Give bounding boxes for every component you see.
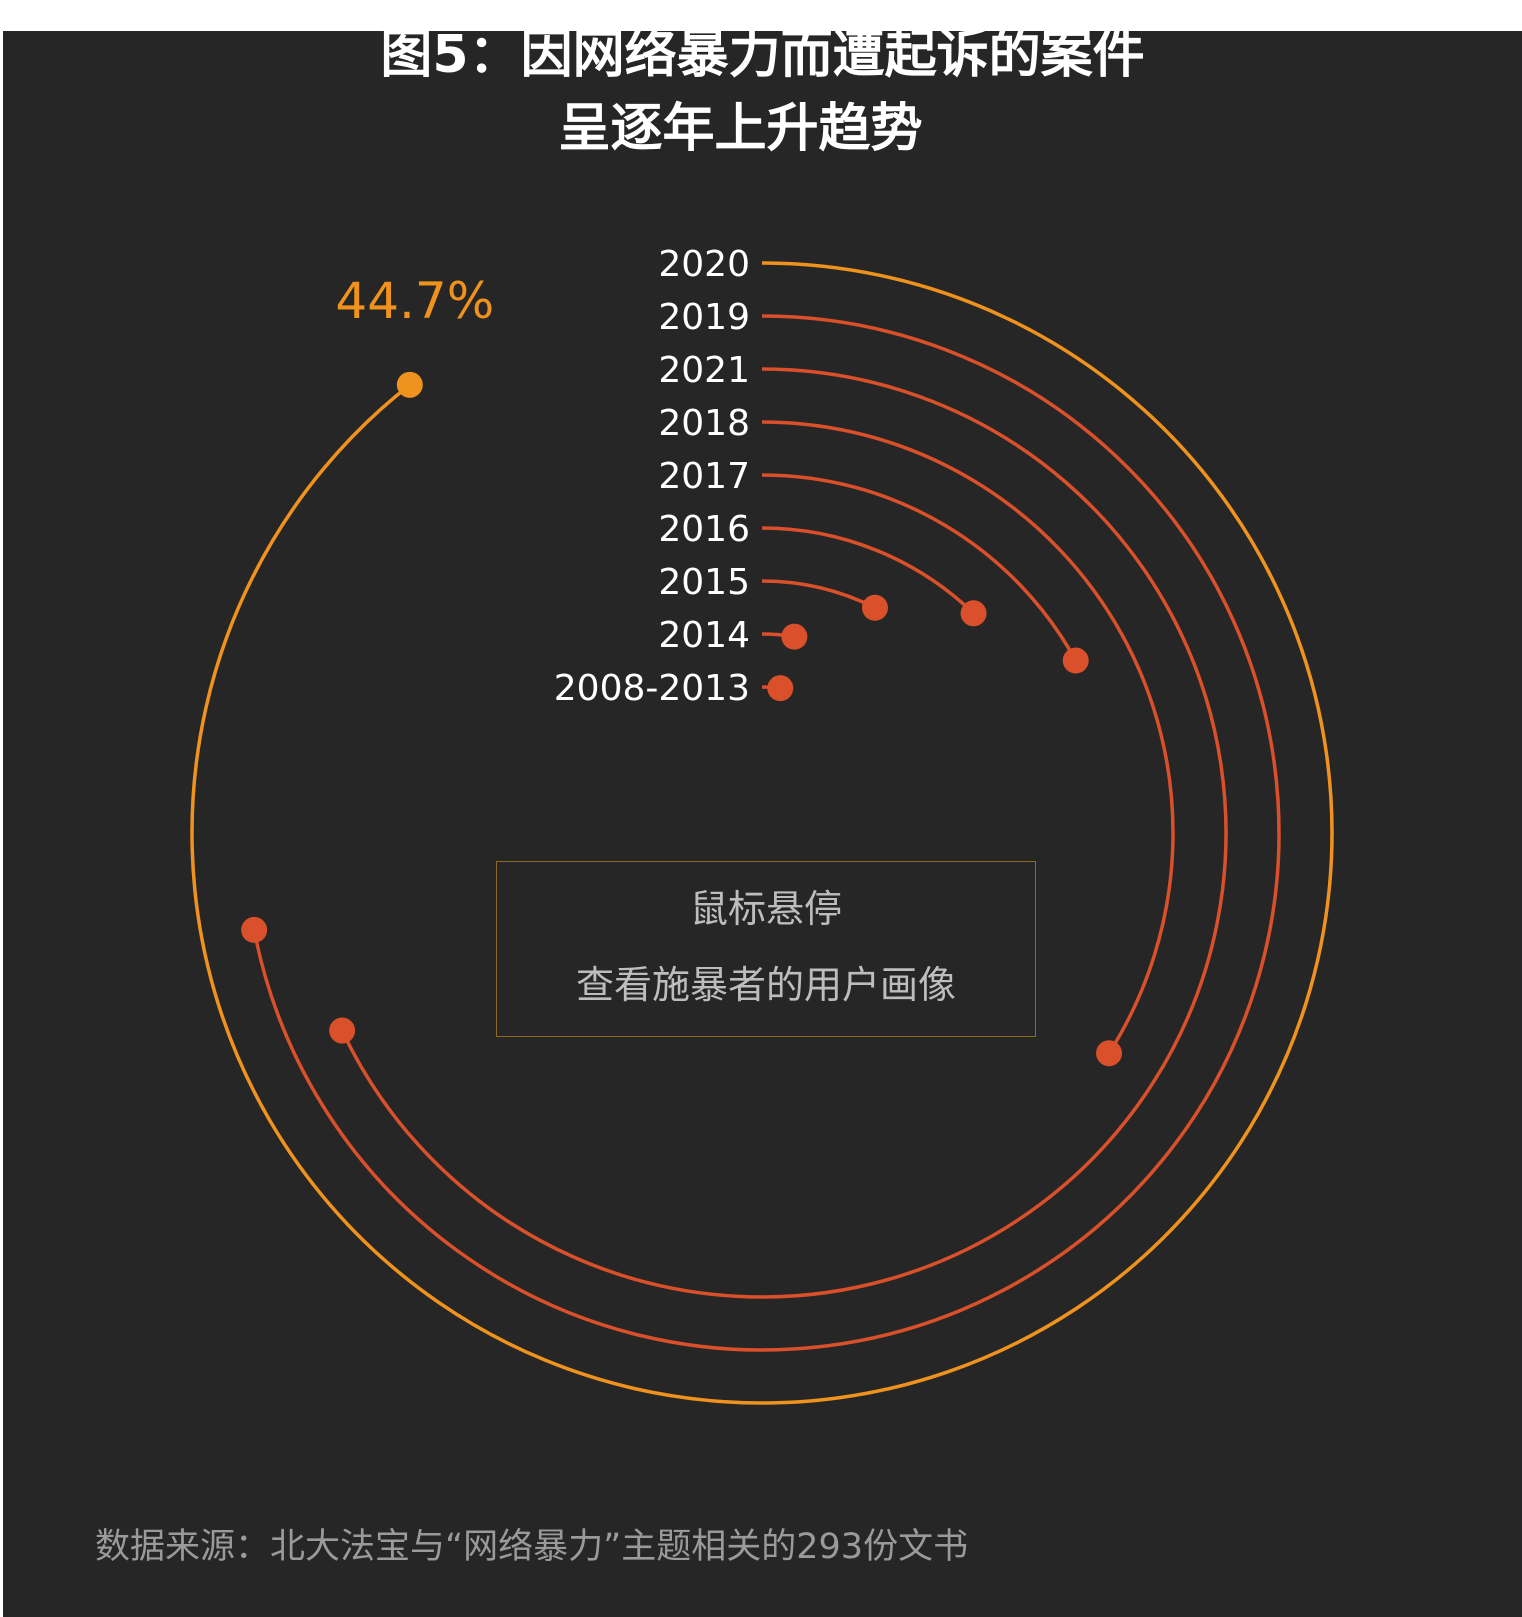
year-label-2021: 2021 [658, 350, 750, 391]
radial-bar-chart: 2020 2019 2021 2018 2017 2016 2015 2014 2008-201… [190, 244, 1334, 1405]
arc-2018[interactable] [761, 420, 1175, 1055]
value-label-2020: 44.7% [335, 272, 494, 330]
arc-2016[interactable] [761, 526, 975, 615]
arc-2021[interactable] [340, 367, 1228, 1299]
arc-2015[interactable] [761, 579, 876, 610]
hover-hint-line-1: 鼠标悬停 [689, 887, 842, 931]
hover-hint-line-2: 查看施暴者的用户画像 [575, 963, 956, 1007]
arc-2020[interactable] [190, 261, 1334, 1405]
arc-end-dot-2014[interactable] [781, 623, 808, 650]
arcs-layer [190, 261, 1334, 1405]
year-label-2019: 2019 [658, 297, 750, 338]
arc-end-dot-2018[interactable] [1096, 1040, 1123, 1067]
year-label-2014: 2014 [658, 615, 750, 656]
data-source-note: 数据来源：北大法宝与“网络暴力”主题相关的293份文书 [95, 1527, 969, 1567]
hover-hint-box: 鼠标悬停 查看施暴者的用户画像 [496, 861, 1036, 1037]
arc-end-dot-2019[interactable] [241, 916, 268, 943]
year-label-2020: 2020 [658, 244, 750, 285]
year-labels-layer: 2020 2019 2021 2018 2017 2016 2015 2014 2008-201… [554, 244, 750, 709]
year-label-2008-2013: 2008-2013 [554, 668, 750, 709]
arc-end-dot-2020[interactable] [396, 371, 423, 398]
chart-title-line-2: 呈逐年上升趋势 [558, 99, 923, 159]
arc-end-dot-2015[interactable] [861, 594, 888, 621]
value-labels-layer: 44.7% [335, 272, 494, 330]
arc-end-dot-2008-2013[interactable] [767, 675, 794, 702]
arc-2019[interactable] [252, 314, 1281, 1352]
arc-end-dot-2021[interactable] [329, 1017, 356, 1044]
year-label-2015: 2015 [658, 562, 750, 603]
year-label-2017: 2017 [658, 456, 750, 497]
year-label-2016: 2016 [658, 509, 750, 550]
arc-end-dot-2016[interactable] [960, 600, 987, 627]
year-label-2018: 2018 [658, 403, 750, 444]
arc-end-dot-2017[interactable] [1062, 647, 1089, 674]
chart-title-line-1: 图5：因网络暴力而遭起诉的案件 [380, 31, 1145, 85]
chart-panel: 图5：因网络暴力而遭起诉的案件 呈逐年上升趋势 2020 2019 2021 2018… [3, 31, 1522, 1617]
arc-2017[interactable] [761, 473, 1078, 662]
